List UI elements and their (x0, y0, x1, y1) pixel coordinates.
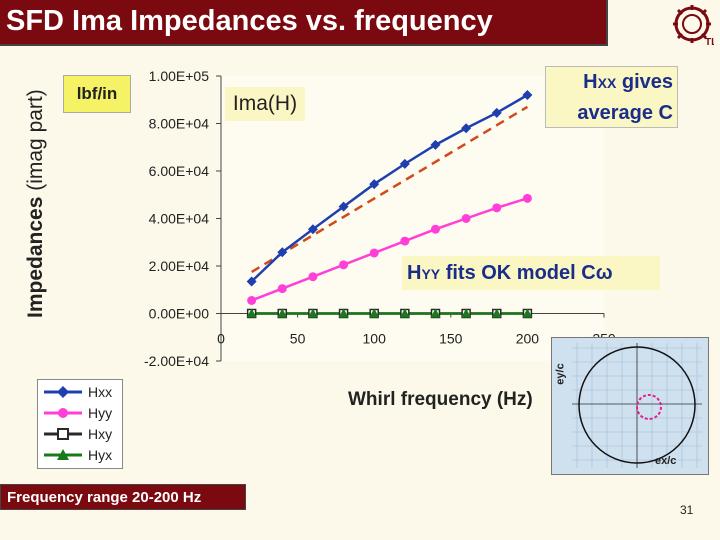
model-fit-line (250, 105, 529, 274)
point-hyx (399, 308, 410, 318)
x-axis-label: Whirl frequency (Hz) (348, 389, 533, 410)
legend-item-hxy: Hxy (42, 424, 120, 444)
point-hyy (277, 284, 287, 294)
orbit-plot-graphic (572, 343, 702, 468)
point-hxx (307, 224, 318, 235)
frequency-range-label: Frequency range 20-200 Hz (0, 484, 246, 510)
y-tick-label: 1.00E+05 (149, 68, 210, 84)
point-hyx (522, 308, 533, 318)
y-tick-label: -2.00E+04 (144, 353, 209, 369)
y-tick-label: 4.00E+04 (149, 211, 210, 227)
point-hyy (369, 248, 379, 258)
point-hxx (430, 139, 441, 150)
x-tick-label: 100 (363, 331, 387, 347)
point-hxx (338, 201, 349, 212)
point-hxx (491, 107, 502, 118)
point-hyy (400, 236, 410, 246)
title-bar: SFD Ima Impedances vs. frequency (0, 0, 608, 46)
y-tick-label: 2.00E+04 (149, 258, 210, 274)
x-tick-label: 200 (516, 331, 540, 347)
university-logo-icon: TL (673, 5, 714, 46)
point-hyy (430, 224, 440, 234)
legend-item-hxx: Hxx (42, 382, 120, 402)
svg-text:TL: TL (705, 37, 714, 46)
page-number: 31 (680, 503, 694, 517)
y-tick-label: 8.00E+04 (149, 116, 210, 132)
orbit-xlabel: ex/c (655, 455, 677, 467)
point-hyx (277, 308, 288, 318)
point-hxx (399, 158, 410, 169)
series-line-hyy (251, 197, 528, 302)
point-hyx (491, 308, 502, 318)
point-hxx (461, 123, 472, 134)
point-hyx (307, 308, 318, 318)
orbit-inset-plot: ey/c ex/c (551, 337, 709, 475)
series-line-hxx (250, 93, 529, 283)
point-hyx (461, 308, 472, 318)
x-tick-label: 150 (439, 331, 463, 347)
x-tick-label: 0 (217, 331, 225, 347)
y-tick-label: 6.00E+04 (149, 163, 210, 179)
point-hyx (246, 308, 257, 318)
y-tick-label: 0.00E+00 (149, 306, 210, 322)
point-hyy (247, 295, 257, 305)
point-hyy (461, 214, 471, 223)
point-hxx (277, 247, 288, 258)
ima-h-label: Ima(H) (225, 87, 305, 121)
point-hxx (522, 90, 533, 100)
hyy-callout: HYY fits OK model Cω (402, 256, 660, 290)
legend-item-hyx: Hyx (42, 445, 120, 465)
units-label: lbf/in (63, 75, 131, 113)
point-hyx (369, 308, 380, 318)
point-hyx (338, 308, 349, 318)
point-hyy (308, 272, 318, 282)
x-tick-label: 50 (290, 331, 306, 347)
hxx-callout: HXX gives average C (545, 66, 678, 128)
point-hxx (246, 276, 257, 287)
orbit-ylabel: ey/c (554, 363, 567, 385)
point-hxx (369, 179, 380, 190)
legend-item-hyy: Hyy (42, 403, 120, 423)
slide-title: SFD Ima Impedances vs. frequency (6, 5, 493, 37)
point-hyy (339, 260, 349, 270)
point-hyy (522, 193, 532, 203)
chart-legend: Hxx Hyy Hxy Hyx (37, 379, 123, 469)
point-hyx (430, 308, 441, 318)
point-hyy (492, 203, 502, 213)
